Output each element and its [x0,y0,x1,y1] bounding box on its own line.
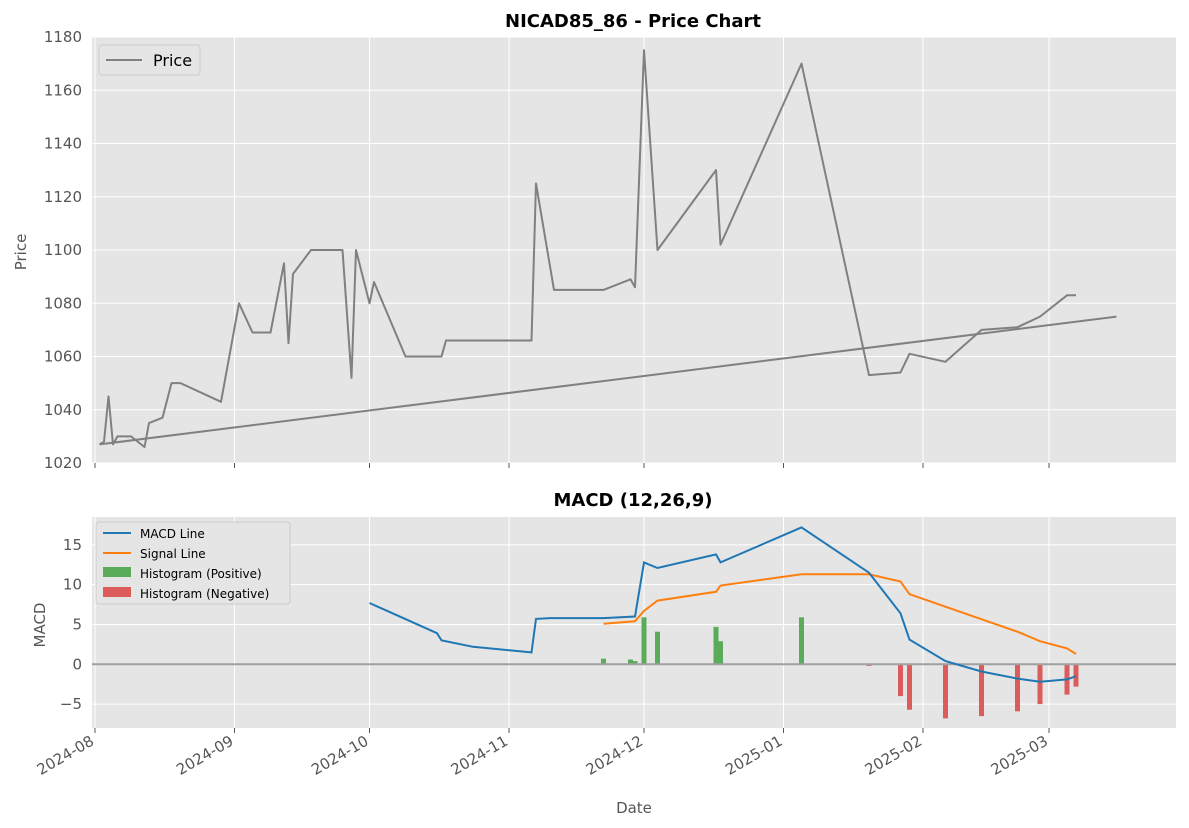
price-y-ticks: 1020 1040 1060 1080 1100 1120 1140 1160 1180 [44,28,82,472]
price-chart-title: NICAD85_86 - Price Chart [505,11,761,32]
price-y-tick-label: 1040 [44,401,82,419]
histogram-bar-positive [641,617,647,665]
price-legend: Price [98,44,201,76]
price-y-tick-label: 1080 [44,294,82,312]
hist-positive-legend-label: Histogram (Positive) [140,567,262,581]
macd-y-ticks: −5 0 5 10 15 [60,536,82,713]
price-y-axis-label: Price [12,234,30,271]
price-y-tick-label: 1060 [44,348,82,366]
price-grid [92,36,1176,464]
histogram-bar-negative [979,664,984,717]
histogram-bar-positive [632,661,638,665]
price-y-tick-label: 1160 [44,81,82,99]
x-tick-label: 2024-12 [583,732,646,779]
x-tick-label: 2024-10 [308,732,371,779]
macd-y-axis-label: MACD [31,603,49,648]
price-y-tick-label: 1120 [44,188,82,206]
x-tick-label: 2024-09 [173,732,236,779]
x-tick-label: 2025-03 [988,732,1051,779]
histogram-bar-positive [628,659,633,665]
histogram-bar-negative [1015,664,1020,712]
price-series-line [98,49,1076,448]
histogram-bar-negative [1073,664,1079,687]
price-x-ticks [94,463,1050,468]
x-tick-label: 2025-01 [722,732,785,779]
macd-legend-label: MACD Line [140,527,205,541]
histogram-bar-negative [943,664,948,719]
macd-y-tick-label: −5 [60,695,82,713]
histogram-bar-negative [907,664,912,710]
price-y-tick-label: 1180 [44,28,82,46]
x-tick-label: 2024-11 [448,732,511,779]
histogram-bar-positive [718,641,723,665]
macd-y-tick-label: 15 [63,536,82,554]
macd-y-tick-label: 0 [72,655,82,673]
x-tick-label: 2025-02 [862,732,925,779]
macd-line [369,526,1077,683]
price-panel: 1020 1040 1060 1080 1100 1120 1140 1160 1180 NIC… [12,11,1176,472]
price-y-tick-label: 1140 [44,135,82,153]
macd-x-axis-label: Date [616,799,652,817]
price-legend-box [98,44,201,76]
signal-line [603,573,1077,655]
x-tick-label: 2024-08 [34,732,97,779]
hist-positive-legend-swatch [103,567,131,577]
histogram-bar-positive [713,626,719,665]
price-trend-line [99,315,1117,446]
macd-y-tick-label: 10 [63,576,82,594]
macd-legend-box [95,521,291,605]
price-y-tick-label: 1100 [44,241,82,259]
macd-legend: MACD Line Signal Line Histogram (Positiv… [95,521,291,605]
macd-chart-title: MACD (12,26,9) [553,490,712,511]
histogram-bar-negative [898,664,903,697]
histogram-bar-positive [601,658,606,665]
histogram-bar-positive [655,631,660,665]
hist-negative-legend-label: Histogram (Negative) [140,587,269,601]
macd-x-ticks: 2024-08 2024-09 2024-10 2024-11 2024-12 2025-… [34,728,1051,779]
signal-legend-label: Signal Line [140,547,206,561]
histogram-bar-positive [799,617,804,665]
macd-y-tick-label: 5 [72,615,82,633]
price-legend-label: Price [153,51,192,70]
histogram-bar-negative [1037,664,1043,705]
hist-negative-legend-swatch [103,587,131,597]
price-y-tick-label: 1020 [44,454,82,472]
